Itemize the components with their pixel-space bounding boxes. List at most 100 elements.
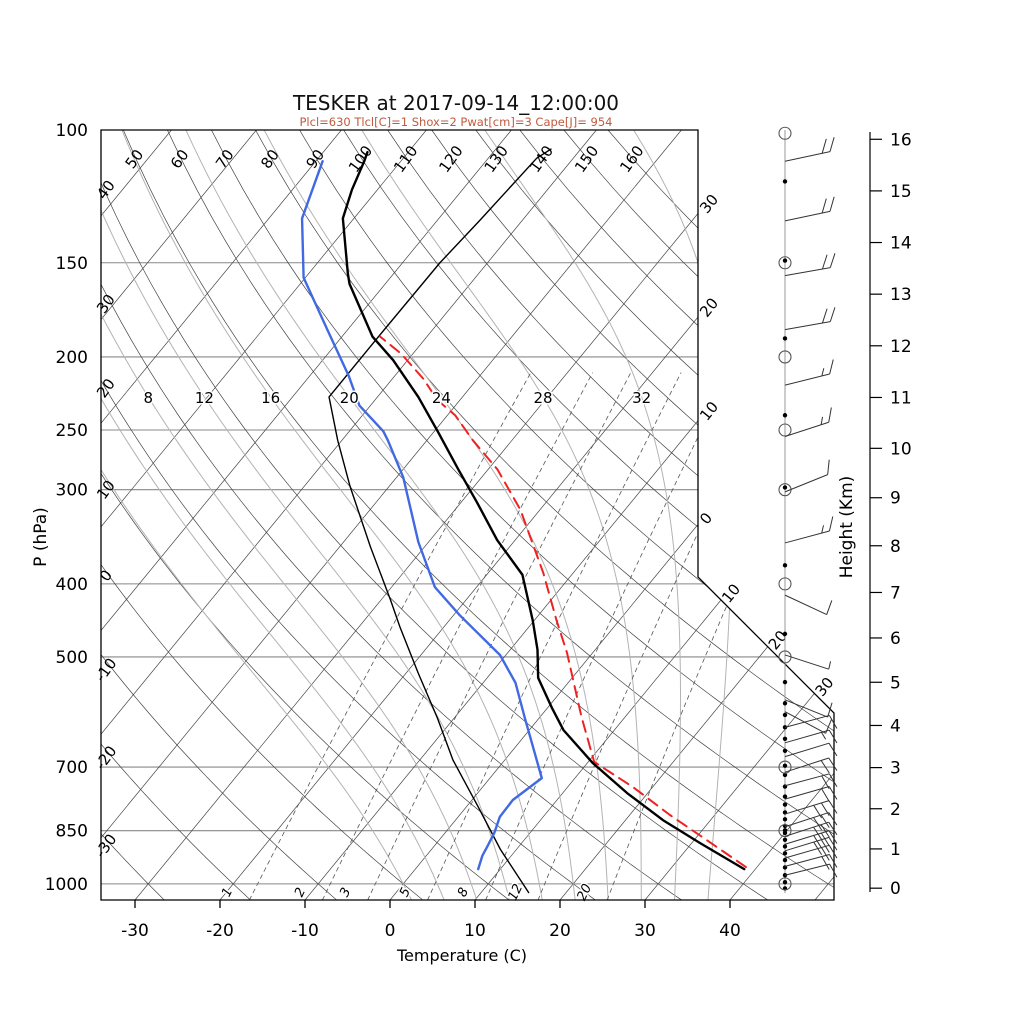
svg-text:10: 10 [718,580,744,606]
svg-text:30: 30 [93,291,119,317]
wind-level-circle [778,577,792,591]
svg-text:850: 850 [56,822,88,842]
wind-level-circle [778,877,792,891]
wind-level-dot [782,563,788,568]
svg-text:-30: -30 [91,831,120,861]
wind-level-dot [782,772,788,778]
svg-text:16: 16 [261,389,280,407]
wind-barb [784,830,838,849]
wind-barb [784,729,838,744]
wind-barb [784,594,833,616]
svg-text:12: 12 [890,337,912,357]
wind-barb [784,253,836,277]
pressure-axis: 100 150 200 250 300 400 500 700 850 1000 P (hPa) [31,121,88,895]
svg-text:5: 5 [890,673,901,693]
svg-text:0: 0 [890,879,901,899]
svg-text:28: 28 [534,389,553,407]
wind-barb [784,800,838,819]
svg-text:15: 15 [890,182,912,202]
svg-text:-30: -30 [121,921,149,941]
svg-text:1: 1 [890,840,901,860]
wind-barb [784,359,834,386]
wind-barb [784,785,838,802]
grid-mixing-ratio-lines [249,372,831,900]
wind-level-dot [782,763,788,768]
svg-text:20: 20 [93,375,119,401]
wind-level-dot [782,485,788,490]
svg-text:110: 110 [390,142,421,176]
temperature-curve [341,150,746,871]
wind-level-dot [782,679,788,685]
svg-text:2: 2 [890,800,901,820]
wind-barb [784,844,838,861]
wind-barb [784,821,838,840]
svg-text:20: 20 [549,921,571,941]
wind-level-dot [782,631,788,637]
svg-text:0: 0 [385,921,396,941]
dewpoint-curve [300,159,543,871]
svg-text:12: 12 [195,389,214,407]
svg-text:6: 6 [890,629,901,649]
wind-level-dot [782,748,788,753]
svg-text:30: 30 [696,191,722,217]
svg-text:700: 700 [56,758,88,778]
wind-barb [784,407,832,437]
x-axis: -30 -20 -10 0 10 20 30 40 Temperature (C) [121,900,741,965]
wind-barb [784,742,838,758]
plot-border [100,129,835,901]
svg-text:-10: -10 [91,655,120,685]
svg-text:-20: -20 [206,921,234,941]
wetbulb-curve [328,148,552,894]
wind-barb [784,853,838,870]
wind-barb [784,757,838,774]
svg-text:0: 0 [696,509,716,528]
svg-text:16: 16 [890,130,912,150]
wind-level-dot [782,736,788,741]
svg-text:40: 40 [719,921,741,941]
wind-level-dot [782,413,788,418]
svg-text:300: 300 [56,481,88,501]
wind-level-dot [782,830,788,836]
svg-text:120: 120 [435,142,466,176]
svg-text:10: 10 [890,439,912,459]
svg-text:24: 24 [432,389,451,407]
svg-text:400: 400 [56,575,88,595]
svg-text:4: 4 [890,716,901,736]
wind-level-circle [778,760,792,774]
wind-level-dot [782,837,788,842]
svg-text:8: 8 [890,537,901,557]
wind-barb [784,654,832,670]
grid-isotherms [101,130,834,900]
svg-text:-10: -10 [291,921,319,941]
wind-barb [784,459,830,493]
wind-barb [784,196,835,222]
wind-level-circle [778,350,792,364]
svg-text:10: 10 [464,921,486,941]
svg-text:70: 70 [212,146,238,172]
wind-barb [784,714,838,729]
svg-text:10: 10 [93,477,119,503]
svg-text:100: 100 [345,142,376,176]
wind-level-dot [782,844,788,849]
svg-text:3: 3 [337,885,354,899]
wind-level-dot [782,712,788,718]
wind-barb [784,711,832,734]
svg-text:20: 20 [340,389,359,407]
wind-level-circle [778,256,792,270]
wind-level-dot [782,794,788,799]
svg-text:9: 9 [890,489,901,509]
wind-barb [784,812,838,831]
svg-text:150: 150 [56,254,88,274]
wind-level-dot [782,258,788,263]
wind-level-dot [782,817,788,822]
wind-level-dot [782,802,788,807]
svg-text:60: 60 [167,146,193,172]
chart-subtitle: Plcl=630 Tlcl[C]=1 Shox=2 Pwat[cm]=3 Cap… [300,115,613,129]
svg-text:11: 11 [890,388,912,408]
svg-text:1000: 1000 [45,875,88,895]
svg-text:1: 1 [219,885,236,899]
